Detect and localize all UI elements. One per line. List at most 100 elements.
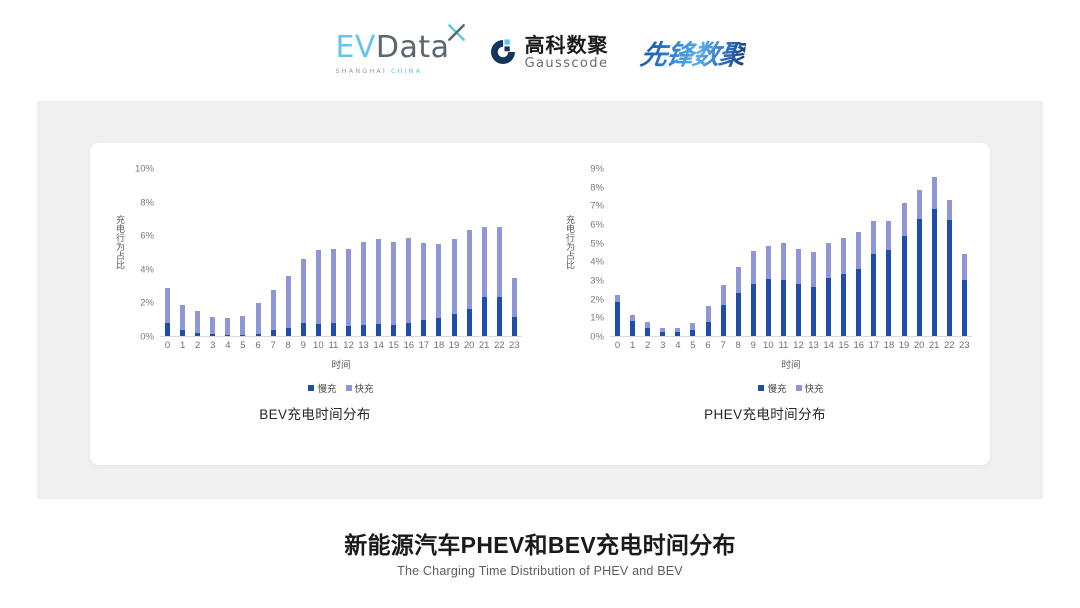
bar-segment-fast-charge[interactable] bbox=[826, 242, 832, 279]
bar-segment-slow-charge[interactable] bbox=[856, 268, 862, 336]
bar-segment-fast-charge[interactable] bbox=[901, 203, 907, 237]
bar-segment-fast-charge[interactable] bbox=[330, 248, 336, 324]
stacked-bar[interactable] bbox=[811, 169, 817, 336]
legend-item-slow[interactable]: 慢充 bbox=[308, 381, 337, 395]
bar-slot[interactable] bbox=[341, 169, 356, 336]
bar-segment-slow-charge[interactable] bbox=[841, 274, 847, 336]
bar-segment-slow-charge[interactable] bbox=[690, 330, 696, 336]
bar-slot[interactable] bbox=[866, 169, 881, 336]
stacked-bar[interactable] bbox=[886, 169, 892, 336]
bar-segment-fast-charge[interactable] bbox=[795, 249, 801, 284]
bar-segment-slow-charge[interactable] bbox=[615, 302, 621, 336]
bar-segment-slow-charge[interactable] bbox=[270, 330, 276, 336]
bar-segment-fast-charge[interactable] bbox=[421, 242, 427, 321]
bar-segment-fast-charge[interactable] bbox=[750, 251, 756, 284]
bar-segment-slow-charge[interactable] bbox=[826, 278, 832, 336]
bar-segment-slow-charge[interactable] bbox=[901, 236, 907, 336]
bar-slot[interactable] bbox=[326, 169, 341, 336]
bar-segment-slow-charge[interactable] bbox=[750, 283, 756, 336]
bar-segment-fast-charge[interactable] bbox=[285, 276, 291, 328]
bar-segment-fast-charge[interactable] bbox=[391, 241, 397, 326]
bar-segment-fast-charge[interactable] bbox=[466, 230, 472, 310]
stacked-bar[interactable] bbox=[481, 169, 487, 336]
bar-segment-fast-charge[interactable] bbox=[496, 226, 502, 297]
bar-slot[interactable] bbox=[160, 169, 175, 336]
bar-segment-slow-charge[interactable] bbox=[811, 286, 817, 336]
bar-segment-fast-charge[interactable] bbox=[165, 288, 171, 323]
legend-item-fast[interactable]: 快充 bbox=[795, 381, 824, 395]
bar-slot[interactable] bbox=[296, 169, 311, 336]
stacked-bar[interactable] bbox=[780, 169, 786, 336]
bar-segment-fast-charge[interactable] bbox=[436, 243, 442, 319]
stacked-bar[interactable] bbox=[690, 169, 696, 336]
bar-segment-fast-charge[interactable] bbox=[735, 266, 741, 294]
bar-slot[interactable] bbox=[401, 169, 416, 336]
bar-segment-slow-charge[interactable] bbox=[451, 314, 457, 336]
bar-segment-slow-charge[interactable] bbox=[705, 322, 711, 336]
bar-segment-slow-charge[interactable] bbox=[871, 253, 877, 336]
bar-slot[interactable] bbox=[492, 169, 507, 336]
stacked-bar[interactable] bbox=[826, 169, 832, 336]
stacked-bar[interactable] bbox=[240, 169, 246, 336]
bar-slot[interactable] bbox=[746, 169, 761, 336]
bar-segment-fast-charge[interactable] bbox=[705, 306, 711, 322]
stacked-bar[interactable] bbox=[285, 169, 291, 336]
stacked-bar[interactable] bbox=[946, 169, 952, 336]
bar-segment-slow-charge[interactable] bbox=[675, 332, 681, 336]
bar-slot[interactable] bbox=[250, 169, 265, 336]
stacked-bar[interactable] bbox=[901, 169, 907, 336]
bar-slot[interactable] bbox=[927, 169, 942, 336]
bar-slot[interactable] bbox=[881, 169, 896, 336]
bar-segment-fast-charge[interactable] bbox=[615, 294, 621, 303]
bar-segment-slow-charge[interactable] bbox=[946, 220, 952, 336]
stacked-bar[interactable] bbox=[421, 169, 427, 336]
bar-segment-slow-charge[interactable] bbox=[376, 324, 382, 336]
bar-segment-fast-charge[interactable] bbox=[270, 289, 276, 331]
bar-segment-slow-charge[interactable] bbox=[765, 279, 771, 336]
bar-segment-slow-charge[interactable] bbox=[330, 323, 336, 336]
bar-segment-slow-charge[interactable] bbox=[255, 333, 261, 336]
bar-segment-slow-charge[interactable] bbox=[886, 250, 892, 336]
stacked-bar[interactable] bbox=[496, 169, 502, 336]
bar-slot[interactable] bbox=[507, 169, 522, 336]
stacked-bar[interactable] bbox=[511, 169, 517, 336]
bar-slot[interactable] bbox=[190, 169, 205, 336]
bar-slot[interactable] bbox=[371, 169, 386, 336]
stacked-bar[interactable] bbox=[345, 169, 351, 336]
stacked-bar[interactable] bbox=[750, 169, 756, 336]
bar-segment-slow-charge[interactable] bbox=[961, 280, 967, 336]
bar-slot[interactable] bbox=[175, 169, 190, 336]
bar-segment-slow-charge[interactable] bbox=[630, 321, 636, 336]
bar-slot[interactable] bbox=[685, 169, 700, 336]
bar-slot[interactable] bbox=[942, 169, 957, 336]
stacked-bar[interactable] bbox=[361, 169, 367, 336]
bar-segment-fast-charge[interactable] bbox=[180, 304, 186, 331]
stacked-bar[interactable] bbox=[406, 169, 412, 336]
stacked-bar[interactable] bbox=[376, 169, 382, 336]
bar-slot[interactable] bbox=[957, 169, 972, 336]
bar-segment-slow-charge[interactable] bbox=[406, 322, 412, 336]
bar-segment-fast-charge[interactable] bbox=[961, 253, 967, 280]
stacked-bar[interactable] bbox=[765, 169, 771, 336]
stacked-bar[interactable] bbox=[436, 169, 442, 336]
bar-slot[interactable] bbox=[311, 169, 326, 336]
legend-item-fast[interactable]: 快充 bbox=[345, 381, 374, 395]
bar-segment-fast-charge[interactable] bbox=[931, 177, 937, 210]
bar-segment-fast-charge[interactable] bbox=[841, 238, 847, 275]
stacked-bar[interactable] bbox=[330, 169, 336, 336]
bar-segment-slow-charge[interactable] bbox=[225, 334, 231, 336]
bar-slot[interactable] bbox=[446, 169, 461, 336]
bar-slot[interactable] bbox=[776, 169, 791, 336]
stacked-bar[interactable] bbox=[660, 169, 666, 336]
stacked-bar[interactable] bbox=[300, 169, 306, 336]
stacked-bar[interactable] bbox=[871, 169, 877, 336]
bar-segment-fast-charge[interactable] bbox=[406, 237, 412, 323]
stacked-bar[interactable] bbox=[165, 169, 171, 336]
stacked-bar[interactable] bbox=[225, 169, 231, 336]
bar-segment-fast-charge[interactable] bbox=[630, 314, 636, 322]
stacked-bar[interactable] bbox=[451, 169, 457, 336]
bar-segment-slow-charge[interactable] bbox=[240, 334, 246, 336]
bar-segment-fast-charge[interactable] bbox=[871, 221, 877, 254]
bar-segment-fast-charge[interactable] bbox=[225, 317, 231, 335]
bar-slot[interactable] bbox=[655, 169, 670, 336]
